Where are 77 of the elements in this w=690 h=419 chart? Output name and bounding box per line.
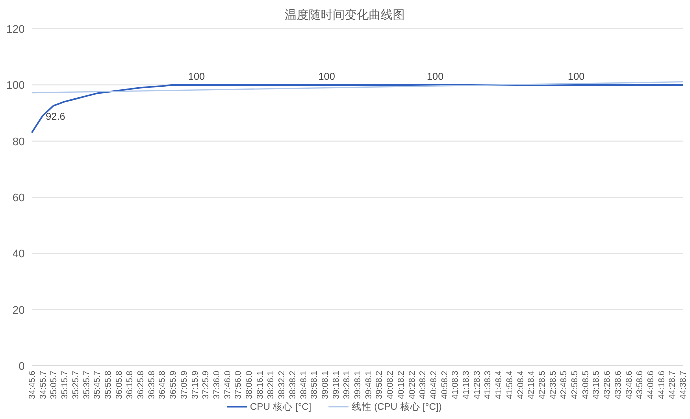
x-tick-label: 35:45.7 <box>92 370 102 400</box>
y-tick-label: 60 <box>12 192 25 204</box>
x-tick-label: 40:18.2 <box>396 370 406 400</box>
y-tick-label: 40 <box>12 248 25 261</box>
x-tick-label: 44:08.6 <box>645 370 656 400</box>
x-tick-label: 37:05.9 <box>178 370 189 400</box>
x-tick-label: 38:48.1 <box>298 370 308 400</box>
x-tick-label: 40:28.2 <box>406 370 417 400</box>
x-tick-label: 38:06.0 <box>244 370 254 400</box>
x-tick-label: 40:58.2 <box>439 370 450 400</box>
x-tick-label: 41:38.3 <box>482 370 493 400</box>
x-tick-label: 35:35.7 <box>81 370 92 400</box>
x-tick-label: 34:55.7 <box>38 370 48 400</box>
x-tick-label: 41:58.4 <box>504 370 514 400</box>
x-tick-label: 35:05.7 <box>48 370 59 400</box>
x-tick-label: 41:18.3 <box>461 370 471 400</box>
x-tick-label: 37:15.9 <box>190 370 200 400</box>
x-tick-label: 38:32.2 <box>276 370 287 400</box>
x-tick-label: 38:26.1 <box>266 370 276 400</box>
y-tick-label: 120 <box>6 24 25 36</box>
x-tick-label: 39:48.1 <box>363 370 374 400</box>
x-tick-label: 35:55.8 <box>102 370 113 400</box>
x-tick-label: 42:58.5 <box>570 370 580 400</box>
x-tick-label: 39:08.1 <box>320 370 330 400</box>
x-tick-label: 36:25.8 <box>136 370 146 400</box>
x-tick-label: 36:45.8 <box>157 370 168 400</box>
x-tick-label: 43:18.5 <box>591 370 602 400</box>
x-tick-label: 42:08.4 <box>515 370 526 400</box>
x-tick-label: 37:36.0 <box>211 370 222 400</box>
x-tick-label: 37:56.0 <box>233 370 244 400</box>
x-tick-label: 38:58.1 <box>309 370 320 400</box>
data-label: 92.6 <box>46 112 66 123</box>
x-tick-label: 36:35.8 <box>146 370 156 400</box>
x-tick-label: 43:48.6 <box>624 370 634 400</box>
y-tick-label: 100 <box>6 80 25 92</box>
x-tick-label: 39:38.1 <box>352 370 362 400</box>
x-tick-label: 44:28.7 <box>667 370 678 400</box>
x-tick-label: 38:16.1 <box>254 370 265 400</box>
x-tick-label: 43:08.5 <box>580 370 590 400</box>
x-tick-label: 40:48.2 <box>428 370 438 400</box>
x-tick-label: 37:46.0 <box>222 370 232 400</box>
x-tick-label: 37:25.9 <box>200 370 211 400</box>
data-label: 100 <box>318 72 336 84</box>
x-tick-label: 39:58.2 <box>374 370 384 400</box>
chart-title: 温度随时间变化曲线图 <box>285 8 405 22</box>
y-tick-label: 0 <box>18 361 25 373</box>
x-tick-label: 41:08.3 <box>450 370 460 400</box>
x-tick-label: 36:05.8 <box>114 370 124 400</box>
x-tick-label: 41:28.3 <box>472 370 482 400</box>
x-tick-label: 42:38.5 <box>548 370 558 400</box>
x-tick-label: 39:28.1 <box>342 370 352 400</box>
x-tick-label: 42:48.5 <box>558 370 569 400</box>
y-tick-label: 80 <box>12 136 25 148</box>
x-tick-label: 44:18.6 <box>656 370 666 400</box>
x-tick-label: 42:18.4 <box>526 370 536 400</box>
data-label: 100 <box>188 72 206 84</box>
x-tick-label: 35:25.7 <box>70 370 80 400</box>
data-label: 100 <box>568 72 586 84</box>
legend-label: 线性 (CPU 核心 [°C]) <box>352 401 442 413</box>
x-tick-label: 41:48.4 <box>494 370 504 400</box>
y-tick-label: 20 <box>12 304 25 317</box>
x-tick-label: 36:15.8 <box>124 370 135 400</box>
x-tick-label: 43:28.6 <box>602 370 612 400</box>
x-tick-label: 39:18.1 <box>330 370 341 400</box>
x-tick-label: 43:58.6 <box>634 370 645 400</box>
line-series <box>31 84 684 134</box>
x-tick-label: 36:55.9 <box>168 370 178 400</box>
x-tick-label: 40:08.2 <box>385 370 396 400</box>
x-tick-label: 40:38.2 <box>418 370 428 400</box>
x-tick-label: 34:45.6 <box>27 370 37 400</box>
x-tick-label: 38:38.2 <box>287 370 298 400</box>
data-label: 100 <box>427 72 444 84</box>
x-tick-label: 43:38.6 <box>612 370 623 400</box>
x-tick-label: 44:38.7 <box>678 370 688 400</box>
legend-label: CPU 核心 [°C] <box>250 401 312 413</box>
x-tick-label: 35:15.7 <box>60 370 70 400</box>
x-tick-label: 42:28.5 <box>536 370 547 400</box>
